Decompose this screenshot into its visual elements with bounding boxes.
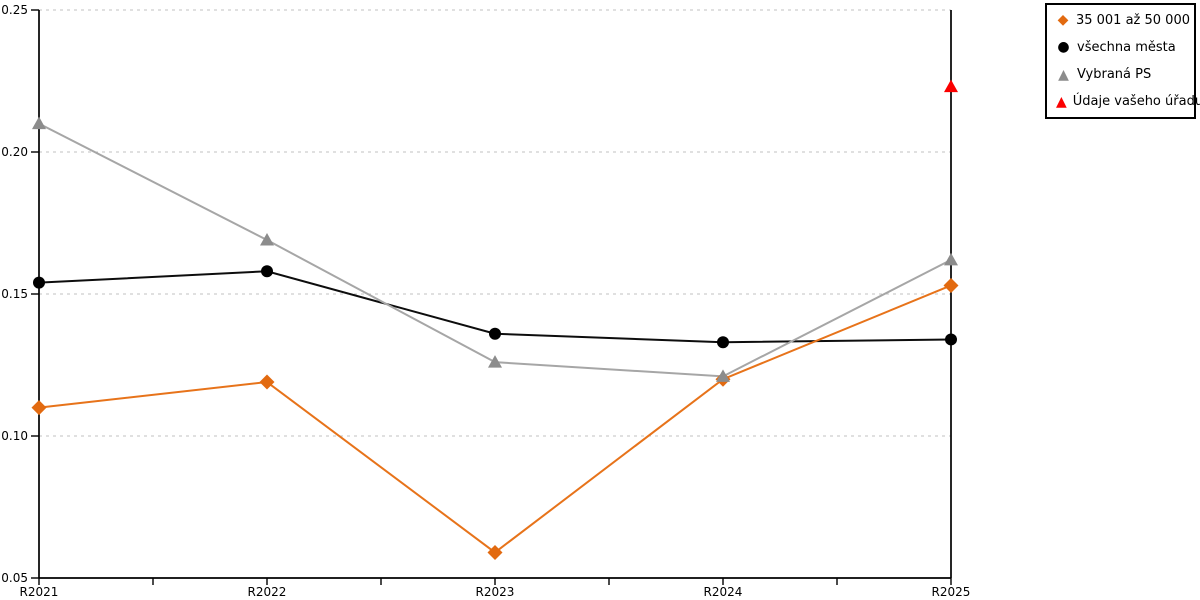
data-point-marker bbox=[944, 79, 958, 93]
data-point-marker bbox=[488, 355, 502, 368]
data-point-marker bbox=[260, 233, 274, 246]
data-point-marker bbox=[259, 374, 275, 390]
triangle-icon: ▲ bbox=[1056, 93, 1067, 110]
circle-icon: ● bbox=[1057, 39, 1070, 56]
legend-label: všechna města bbox=[1077, 39, 1176, 55]
diamond-icon: ◆ bbox=[1057, 12, 1069, 28]
data-point-marker bbox=[716, 369, 730, 382]
legend-item-udaje-vaseho-uradu: ▲ Údaje vašeho úřadu bbox=[1056, 93, 1200, 110]
y-tick-label: 0.10 bbox=[1, 429, 28, 443]
data-point-marker bbox=[944, 252, 958, 266]
y-tick-label: 0.15 bbox=[1, 287, 28, 301]
x-tick-label: R2021 bbox=[20, 585, 59, 599]
data-point-marker bbox=[261, 265, 273, 278]
series-line-0 bbox=[38, 284, 952, 554]
data-point-marker bbox=[943, 277, 959, 293]
x-tick-label: R2024 bbox=[704, 585, 743, 599]
legend-item-vsechna-mesta: ● všechna města bbox=[1056, 40, 1190, 54]
legend-label: Údaje vašeho úřadu bbox=[1072, 94, 1200, 110]
data-point-marker bbox=[33, 276, 45, 289]
data-point-marker bbox=[31, 400, 47, 416]
chart-legend: ◆ 35 001 až 50 000 ● všechna města ▲ Vyb… bbox=[1045, 3, 1200, 119]
data-point-marker bbox=[32, 116, 46, 130]
data-point-marker bbox=[717, 336, 729, 349]
legend-item-vybrana-ps: ▲ Vybraná PS bbox=[1056, 68, 1190, 82]
x-tick-label: R2025 bbox=[932, 585, 971, 599]
x-tick-label: R2022 bbox=[248, 585, 287, 599]
triangle-icon: ▲ bbox=[1058, 66, 1069, 83]
y-tick-label: 0.05 bbox=[1, 571, 28, 585]
y-tick-label: 0.20 bbox=[1, 145, 28, 159]
legend-label: Vybraná PS bbox=[1077, 67, 1152, 83]
legend-item-35001-az-50000: ◆ 35 001 až 50 000 bbox=[1056, 13, 1190, 27]
y-tick-label: 0.25 bbox=[1, 3, 28, 17]
x-tick-label: R2023 bbox=[476, 585, 515, 599]
data-point-marker bbox=[945, 333, 957, 346]
data-point-marker bbox=[489, 327, 501, 340]
legend-label: 35 001 až 50 000 bbox=[1075, 12, 1190, 28]
data-point-marker bbox=[487, 544, 503, 560]
